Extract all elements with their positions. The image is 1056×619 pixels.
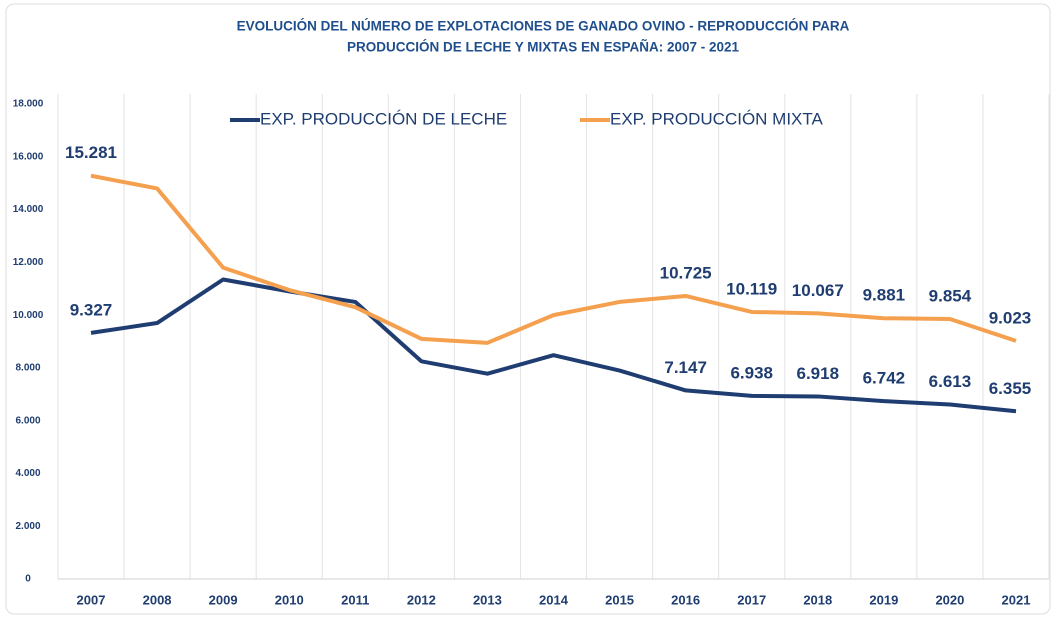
data-label: 9.881 [863,286,906,305]
x-tick-label: 2019 [869,592,898,607]
y-tick-label: 12.000 [13,257,44,268]
data-label: 7.147 [664,358,707,377]
y-tick-label: 2.000 [15,521,40,532]
x-tick-label: 2010 [275,592,304,607]
chart-title: PRODUCCIÓN DE LECHE Y MIXTAS EN ESPAÑA: … [347,40,740,55]
data-label: 6.938 [730,363,773,382]
data-label: 15.281 [65,143,117,162]
legend-label: EXP. PRODUCCIÓN DE LECHE [260,109,507,128]
x-tick-label: 2008 [143,592,172,607]
y-tick-label: 18.000 [13,99,44,110]
data-label: 6.355 [989,379,1032,398]
y-tick-label: 10.000 [13,310,44,321]
chart-title: EVOLUCIÓN DEL NÚMERO DE EXPLOTACIONES DE… [237,19,850,34]
x-tick-label: 2016 [671,592,700,607]
y-tick-label: 0 [25,574,31,585]
series-line [90,277,1017,414]
y-tick-label: 16.000 [13,151,44,162]
y-tick-label: 6.000 [15,415,40,426]
x-tick-label: 2014 [539,592,569,607]
data-label: 6.613 [929,372,972,391]
x-tick-label: 2015 [605,592,634,607]
data-label: 10.119 [726,279,777,298]
legend-label: EXP. PRODUCCIÓN MIXTA [610,109,824,128]
x-tick-label: 2012 [407,592,436,607]
x-tick-label: 2009 [209,592,238,607]
x-tick-label: 2017 [737,592,766,607]
y-tick-label: 14.000 [13,204,44,215]
data-label: 9.854 [929,286,972,305]
data-label: 10.725 [660,263,712,282]
x-tick-label: 2021 [1002,592,1031,607]
x-tick-label: 2013 [473,592,502,607]
data-label: 6.742 [863,369,906,388]
y-tick-label: 4.000 [15,468,40,479]
y-tick-label: 8.000 [15,363,40,374]
data-label: 9.023 [989,308,1032,327]
x-tick-label: 2007 [77,592,106,607]
series-line [90,173,1017,345]
data-label: 6.918 [797,364,840,383]
x-tick-label: 2018 [803,592,832,607]
data-label: 10.067 [792,281,844,300]
x-tick-label: 2011 [341,592,369,607]
data-label: 9.327 [70,300,113,319]
frame [5,3,1051,615]
x-tick-label: 2020 [935,592,964,607]
